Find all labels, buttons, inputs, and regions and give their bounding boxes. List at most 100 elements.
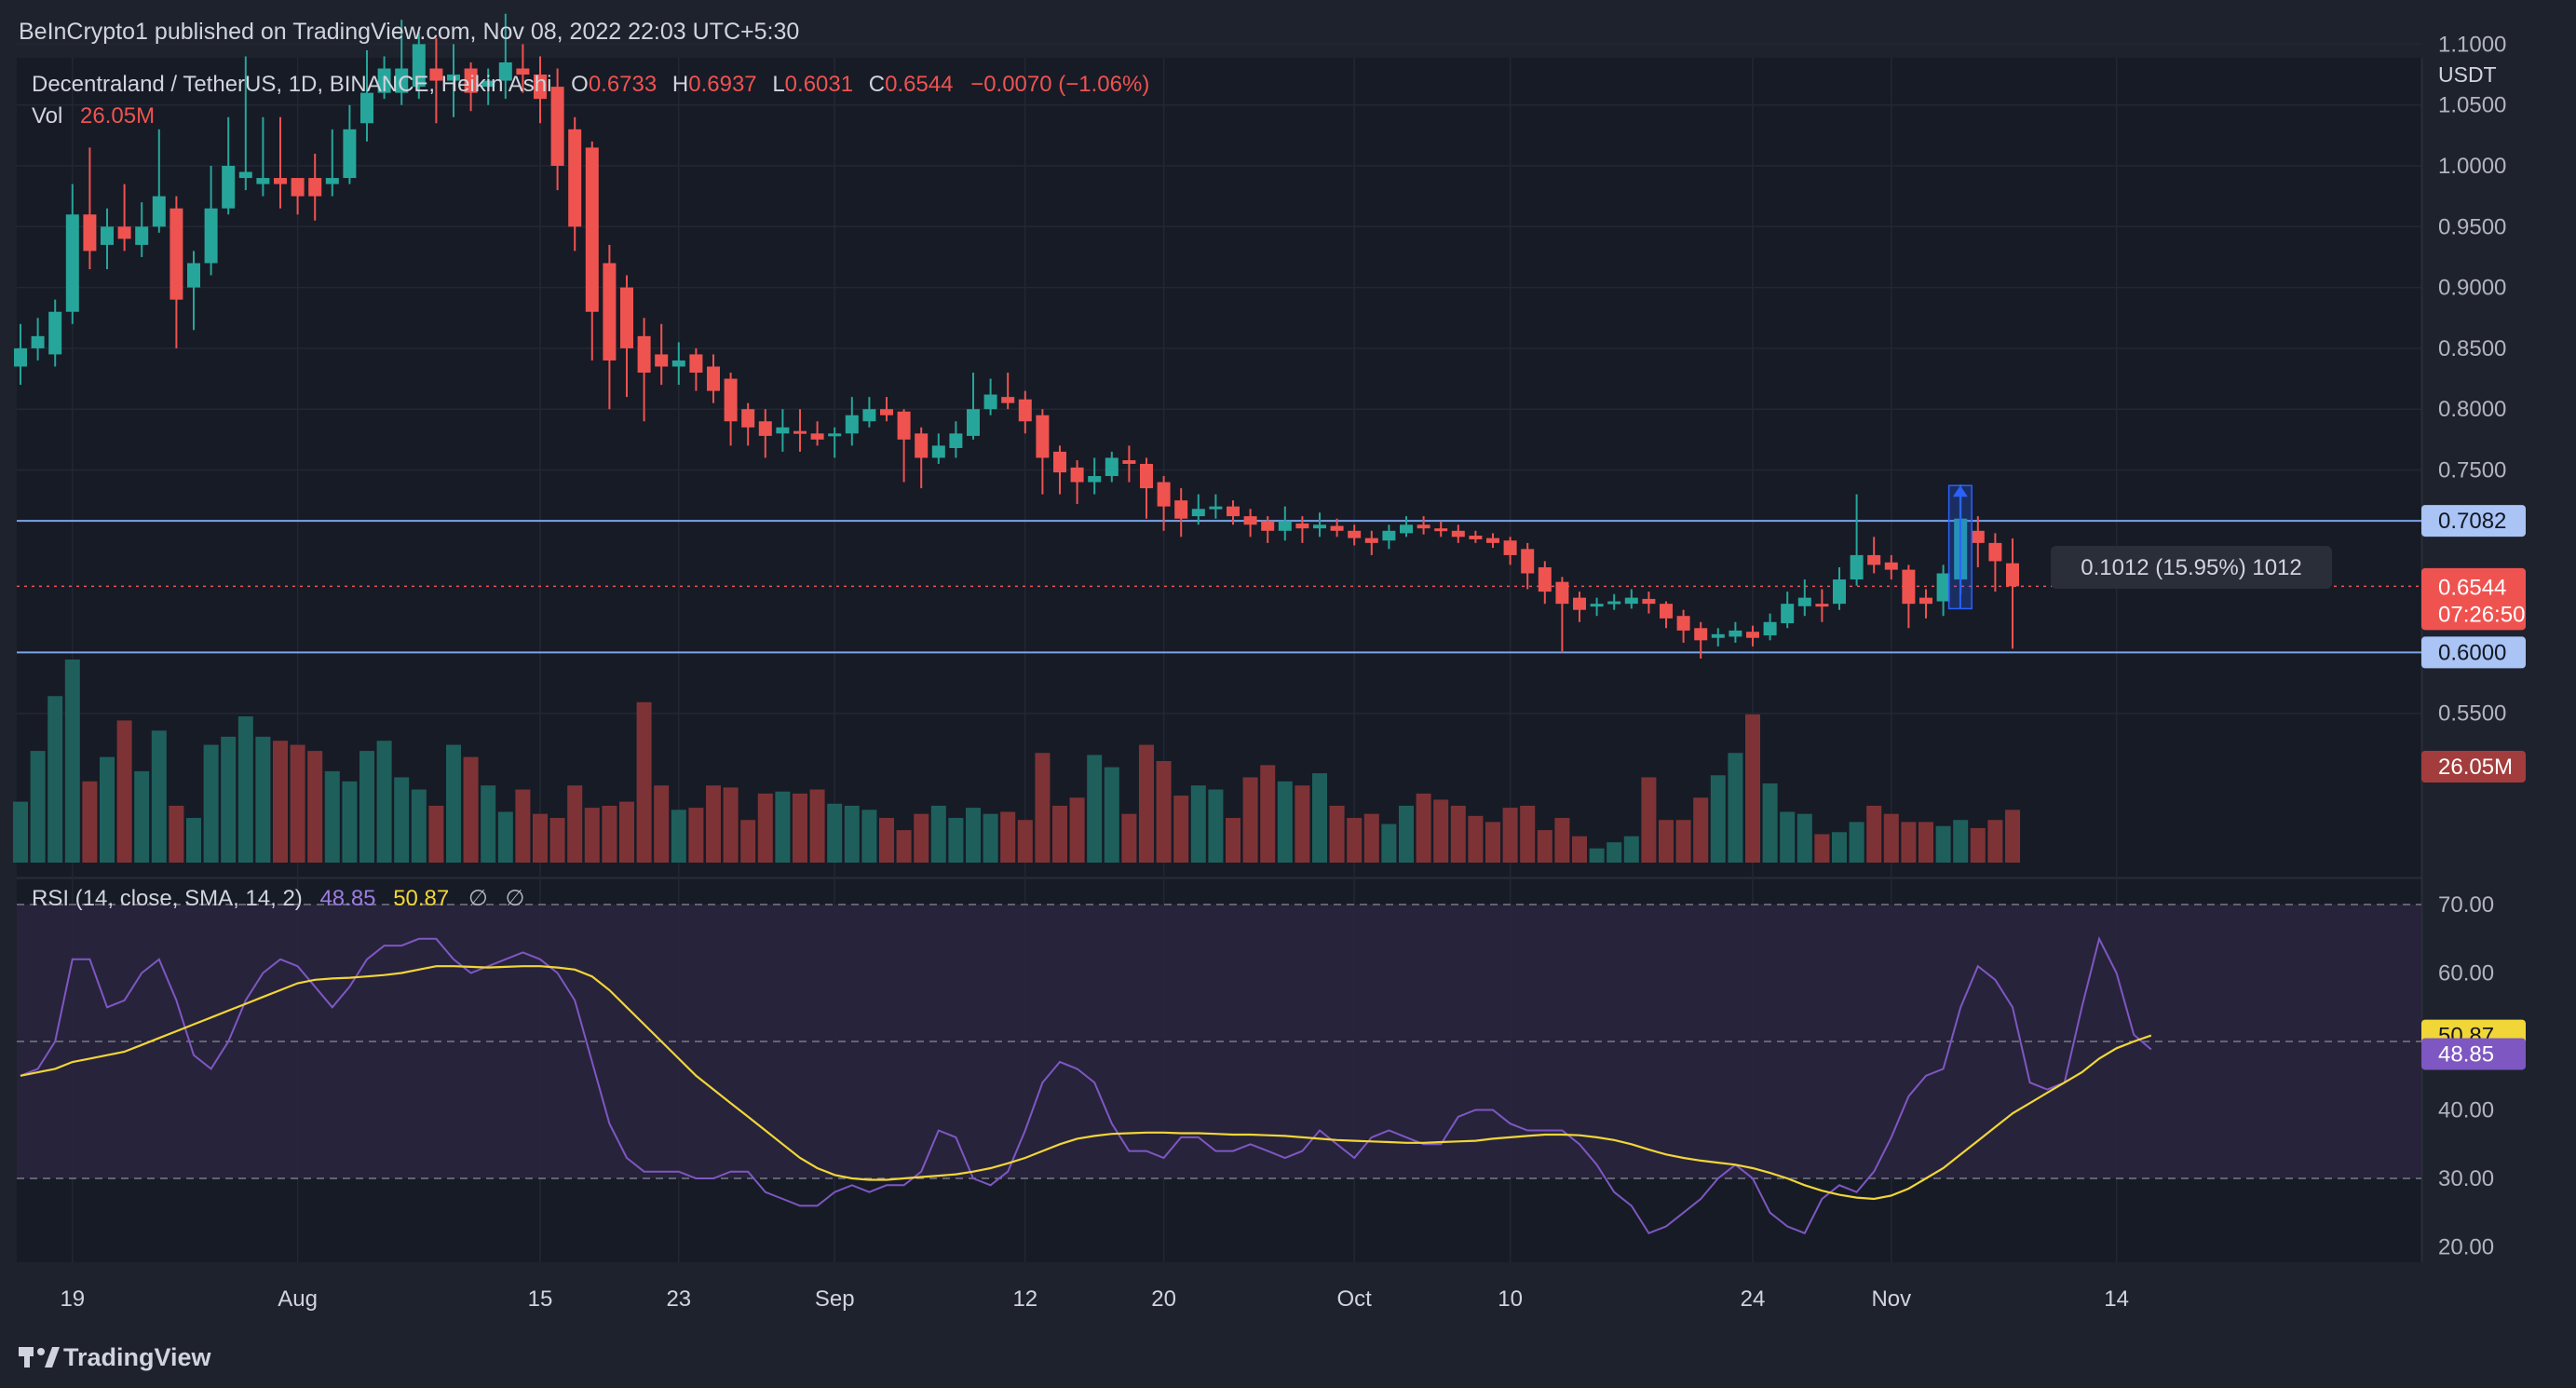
volume-bar xyxy=(1312,773,1327,863)
volume-bar xyxy=(1728,753,1743,863)
price-tick-label: 1.0500 xyxy=(2438,93,2506,118)
volume-bar xyxy=(723,787,739,863)
time-tick-label: Aug xyxy=(278,1286,318,1312)
candle-body xyxy=(1382,530,1396,541)
candle-body xyxy=(1227,506,1240,517)
legend-symbol[interactable]: Decentraland / TetherUS, 1D, BINANCE, He… xyxy=(32,72,551,97)
legend-l-label: L xyxy=(772,72,784,97)
volume-bar xyxy=(1069,797,1085,863)
candle-body xyxy=(412,44,426,88)
volume-bar xyxy=(1087,755,1103,863)
candle-body xyxy=(1469,536,1483,539)
candle-body xyxy=(1538,566,1552,592)
legend-c-value: 0.6544 xyxy=(885,72,953,97)
candle-body xyxy=(1191,509,1205,517)
volume-bar xyxy=(1208,789,1224,863)
volume-bar xyxy=(1935,825,1951,863)
volume-bar xyxy=(1242,777,1258,863)
volume-bar xyxy=(1883,813,1899,863)
volume-bar xyxy=(1970,827,1986,863)
volume-bar xyxy=(914,813,929,863)
rsi-badge xyxy=(2421,1038,2526,1070)
volume-bar xyxy=(1537,830,1552,863)
candle-body xyxy=(464,68,478,93)
volume-bar xyxy=(324,770,340,863)
volume-bar xyxy=(169,805,184,863)
brand-name: TradingView xyxy=(63,1343,212,1371)
na-icon: ∅ xyxy=(506,886,525,911)
volume-badge-text: 26.05M xyxy=(2438,755,2513,780)
price-pane[interactable] xyxy=(17,58,2421,878)
candle-body xyxy=(620,287,633,348)
rsi-line xyxy=(20,935,2152,1235)
candle-body xyxy=(1676,616,1690,631)
volume-bar xyxy=(151,730,167,863)
candle-body xyxy=(1174,500,1188,519)
volume-bar xyxy=(879,818,894,863)
rsi-series xyxy=(20,935,2152,1235)
candle-body xyxy=(481,80,495,88)
candle-body xyxy=(1555,581,1569,605)
rsi-legend: RSI (14, close, SMA, 14, 2) 48.85 50.87 … xyxy=(32,886,524,911)
candle-body xyxy=(603,263,617,361)
volume-bar xyxy=(1780,811,1796,863)
rsi-label[interactable]: RSI (14, close, SMA, 14, 2) xyxy=(32,886,303,911)
candle-body xyxy=(550,87,564,166)
candle-body xyxy=(1088,476,1102,483)
candle-body xyxy=(83,214,97,252)
volume-bar xyxy=(793,793,807,863)
volume-bar xyxy=(1000,811,1016,863)
candle-body xyxy=(1503,540,1517,555)
candle-body xyxy=(1122,460,1136,464)
candle-body xyxy=(1936,573,1950,602)
candle-body xyxy=(949,433,963,448)
volume-bar xyxy=(688,808,704,863)
tradingview-logo[interactable]: TradingView xyxy=(19,1343,212,1371)
candle-body xyxy=(880,409,893,415)
volume-bar xyxy=(1901,822,1917,863)
candle-body xyxy=(169,208,183,300)
volume-bar xyxy=(584,808,600,863)
price-tick-label: 1.0000 xyxy=(2438,154,2506,179)
volume-bar xyxy=(1017,820,1033,863)
price-tick-label: 0.8000 xyxy=(2438,397,2506,422)
volume-bar xyxy=(1190,785,1206,863)
currency-label: USDT xyxy=(2438,62,2497,87)
candle-body xyxy=(343,129,357,179)
candle-body xyxy=(655,354,669,367)
volume-bar xyxy=(376,741,392,863)
volume-bar xyxy=(1693,797,1709,863)
candle-body xyxy=(498,61,512,81)
candle-body xyxy=(1833,579,1846,605)
volume-bar xyxy=(307,751,323,863)
volume-bar xyxy=(82,781,98,863)
candle-body xyxy=(689,354,703,374)
volume-legend: Vol 26.05M xyxy=(32,103,155,129)
horizontal-levels[interactable] xyxy=(17,520,2421,654)
candle-body xyxy=(1364,538,1378,543)
candle-body xyxy=(1348,530,1362,538)
candle-body xyxy=(1451,530,1465,538)
volume-bar xyxy=(1173,796,1189,863)
legend-o-label: O xyxy=(571,72,589,97)
candle-body xyxy=(1902,569,1916,605)
candle-body xyxy=(568,129,582,227)
price-tick-label: 1.1000 xyxy=(2438,32,2506,57)
candle-body xyxy=(429,68,443,81)
candle-body xyxy=(1781,604,1795,624)
time-tick-label: 19 xyxy=(60,1286,85,1312)
volume-badge xyxy=(2421,751,2526,782)
candle-body xyxy=(187,263,200,288)
volume-value: 26.05M xyxy=(80,103,155,129)
measure-tool[interactable]: 0.1012 (15.95%) 1012 xyxy=(1947,484,2332,610)
volume-bar xyxy=(186,818,201,863)
candle-body xyxy=(377,68,391,93)
volume-bar xyxy=(1295,785,1310,863)
volume-bar xyxy=(1416,793,1431,863)
time-tick-label: 10 xyxy=(1498,1286,1523,1312)
volume-label[interactable]: Vol xyxy=(32,103,62,129)
volume-bar xyxy=(515,789,531,863)
candle-body xyxy=(152,196,166,227)
last-price-badge xyxy=(2421,570,2526,631)
